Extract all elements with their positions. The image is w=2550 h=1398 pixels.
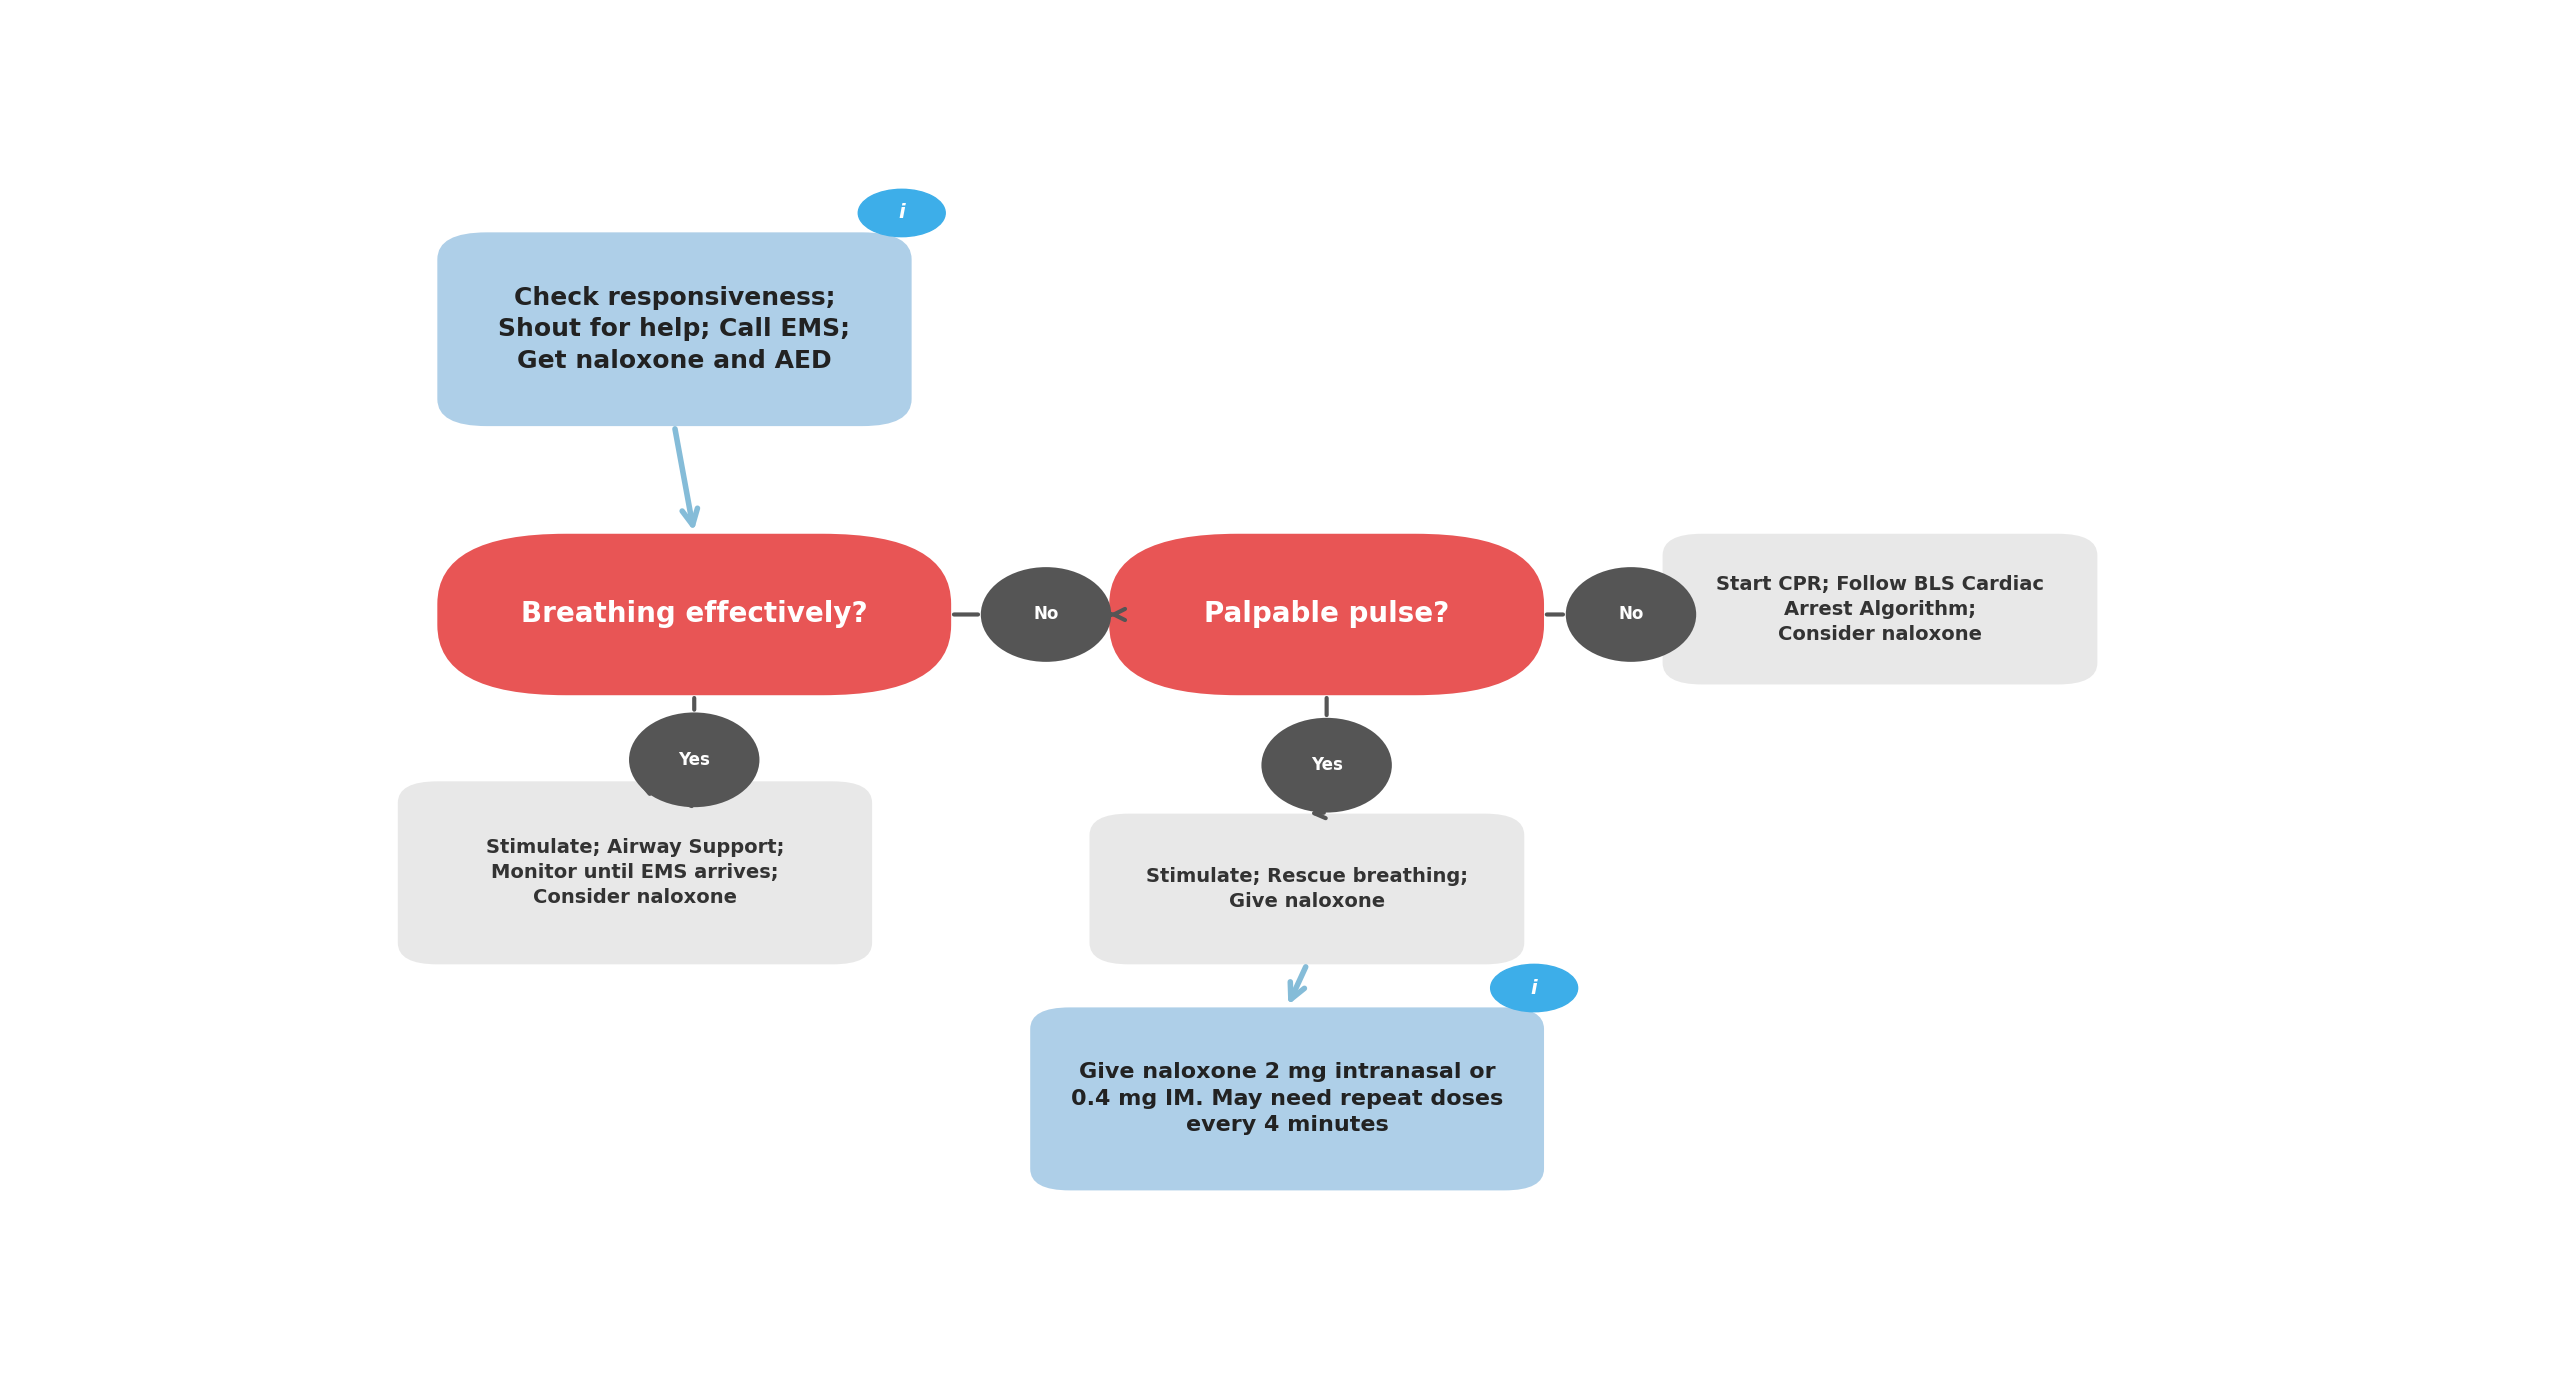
FancyBboxPatch shape xyxy=(398,781,872,965)
Text: Check responsiveness;
Shout for help; Call EMS;
Get naloxone and AED: Check responsiveness; Shout for help; Ca… xyxy=(497,285,852,373)
Circle shape xyxy=(859,189,946,236)
Text: i: i xyxy=(898,204,905,222)
Text: Breathing effectively?: Breathing effectively? xyxy=(520,601,867,629)
Text: Yes: Yes xyxy=(678,751,709,769)
Text: Start CPR; Follow BLS Cardiac
Arrest Algorithm;
Consider naloxone: Start CPR; Follow BLS Cardiac Arrest Alg… xyxy=(1716,575,2045,643)
Circle shape xyxy=(1492,965,1578,1012)
FancyBboxPatch shape xyxy=(439,534,951,695)
Text: No: No xyxy=(1619,605,1645,624)
FancyBboxPatch shape xyxy=(439,232,913,426)
Ellipse shape xyxy=(630,713,760,807)
Text: Palpable pulse?: Palpable pulse? xyxy=(1204,601,1448,629)
FancyBboxPatch shape xyxy=(1663,534,2096,685)
FancyBboxPatch shape xyxy=(1109,534,1545,695)
Text: Stimulate; Airway Support;
Monitor until EMS arrives;
Consider naloxone: Stimulate; Airway Support; Monitor until… xyxy=(484,839,785,907)
Text: i: i xyxy=(1530,979,1538,998)
Text: Yes: Yes xyxy=(1311,756,1341,774)
Ellipse shape xyxy=(982,568,1112,661)
Text: Give naloxone 2 mg intranasal or
0.4 mg IM. May need repeat doses
every 4 minute: Give naloxone 2 mg intranasal or 0.4 mg … xyxy=(1071,1062,1504,1135)
Ellipse shape xyxy=(1566,568,1696,661)
Ellipse shape xyxy=(1262,717,1392,812)
FancyBboxPatch shape xyxy=(1030,1008,1545,1191)
FancyBboxPatch shape xyxy=(1089,814,1525,965)
Text: No: No xyxy=(1033,605,1058,624)
Text: Stimulate; Rescue breathing;
Give naloxone: Stimulate; Rescue breathing; Give naloxo… xyxy=(1145,867,1469,911)
